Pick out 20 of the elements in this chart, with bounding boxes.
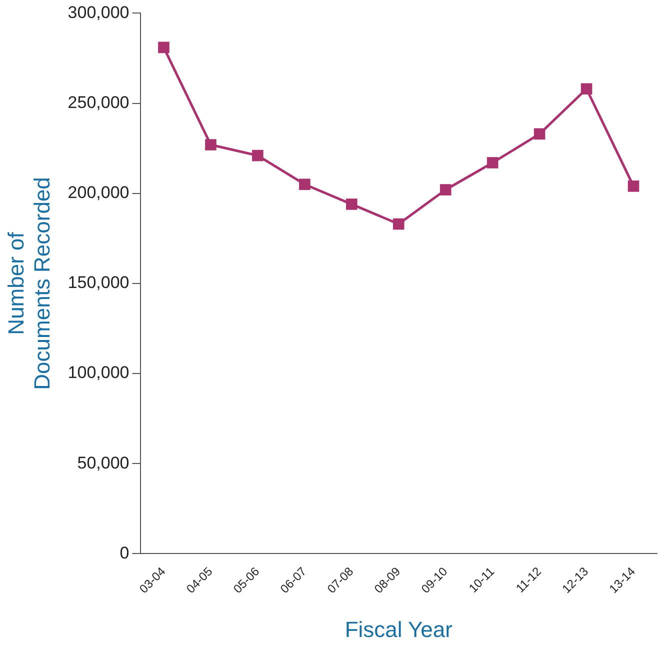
point xyxy=(628,180,640,192)
point xyxy=(299,178,310,190)
point xyxy=(534,128,546,140)
point xyxy=(158,42,170,54)
y-tick-label: 250,000 xyxy=(68,92,130,112)
y-tick-label: 300,000 xyxy=(68,2,130,22)
y-tick-label: 50,000 xyxy=(77,453,130,472)
y-tick-label: 100,000 xyxy=(68,363,130,382)
point xyxy=(392,218,404,230)
point xyxy=(346,198,358,210)
y-tick-label: 200,000 xyxy=(68,183,130,202)
point xyxy=(205,139,216,150)
y-tick-label: 0 xyxy=(120,543,130,562)
point xyxy=(252,150,264,162)
y-axis-title: Number of Documents Recorded xyxy=(3,177,55,390)
point xyxy=(440,184,452,196)
x-axis-title: Fiscal Year xyxy=(344,616,452,642)
point xyxy=(486,157,498,168)
point xyxy=(580,83,592,95)
y-tick-label: 150,000 xyxy=(68,273,130,292)
